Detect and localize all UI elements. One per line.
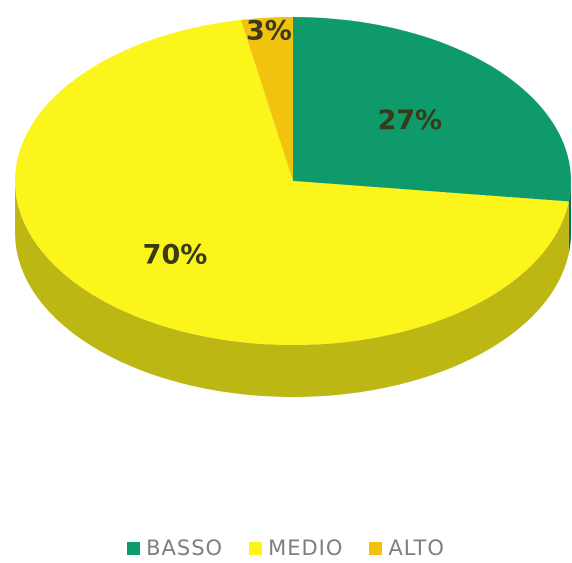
data-label-alto: 3% [246,15,292,46]
legend-label-medio: MEDIO [268,536,344,560]
pie-side-basso [568,181,571,254]
pie-labels: 27% 70% 3% [143,15,442,270]
legend-item-basso[interactable]: BASSO [127,536,223,560]
legend-label-alto: ALTO [388,536,445,560]
legend-swatch-basso [127,541,141,555]
pie-slice-basso[interactable] [293,17,571,202]
pie-depth [15,181,571,397]
pie-slice-alto[interactable] [240,17,293,181]
legend-label-basso: BASSO [146,536,224,560]
legend-swatch-alto [369,541,383,555]
legend-item-medio[interactable]: MEDIO [249,536,343,560]
data-label-medio: 70% [143,240,208,271]
legend-swatch-medio [249,541,263,555]
pie-side-medio [15,181,569,397]
legend-item-alto[interactable]: ALTO [369,536,445,560]
pie-slices [15,17,571,345]
data-label-basso: 27% [377,105,442,136]
pie-slice-medio[interactable] [15,19,569,345]
legend: BASSO MEDIO ALTO [0,536,572,560]
